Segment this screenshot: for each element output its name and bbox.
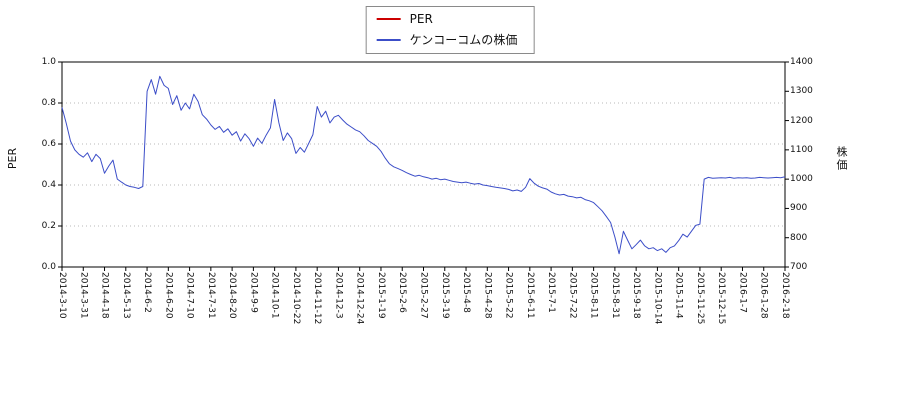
- legend-label-per: PER: [409, 12, 433, 26]
- right-axis-tick-label: 1100: [790, 144, 813, 155]
- legend: PER ケンコーコムの株価: [365, 6, 535, 54]
- legend-item-per: PER: [376, 12, 518, 26]
- left-axis-tick-label: 0.2: [41, 221, 56, 231]
- x-axis-tick-label: 2014-5-13: [120, 272, 131, 319]
- x-axis-tick-label: 2014-3-31: [78, 272, 89, 319]
- x-axis-tick-label: 2014-11-12: [312, 272, 323, 325]
- x-axis-tick-label: 2014-4-18: [99, 272, 110, 319]
- x-axis-tick-label: 2014-10-22: [290, 272, 301, 325]
- per-line-swatch-icon: [376, 18, 401, 20]
- x-axis-tick-label: 2014-10-1: [269, 272, 280, 319]
- x-axis-tick-label: 2015-2-27: [418, 272, 429, 319]
- x-axis-tick-label: 2014-12-24: [354, 272, 365, 325]
- right-axis-tick-label: 1300: [790, 86, 813, 97]
- x-axis-tick-label: 2014-8-20: [227, 272, 238, 319]
- x-axis-tick-label: 2014-12-3: [333, 272, 344, 319]
- left-axis-tick-label: 1.0: [41, 57, 56, 67]
- right-axis-tick-label: 700: [790, 262, 808, 272]
- legend-item-stock: ケンコーコムの株価: [376, 31, 518, 48]
- x-axis-tick-label: 2015-8-31: [609, 272, 620, 319]
- x-axis-tick-label: 2015-8-11: [588, 272, 599, 319]
- plot-border: [61, 61, 786, 268]
- right-axis-tick-label: 1400: [790, 57, 813, 67]
- x-axis-tick-label: 2015-5-22: [503, 272, 514, 319]
- x-axis-tick-label: 2015-4-8: [461, 272, 472, 313]
- x-axis-tick-label: 2015-4-28: [482, 272, 493, 319]
- right-axis-title: 株価: [835, 146, 848, 172]
- right-axis-tick-label: 900: [790, 203, 808, 214]
- x-axis-tick-label: 2015-7-1: [546, 272, 557, 313]
- x-axis-tick-label: 2016-1-7: [737, 272, 748, 313]
- x-axis-tick-label: 2015-1-19: [375, 272, 386, 319]
- x-axis-tick-label: 2015-10-14: [652, 272, 663, 325]
- left-axis-tick-label: 0.6: [41, 139, 56, 149]
- left-axis-tick-label: 0.8: [41, 98, 56, 108]
- left-axis-tick-label: 0.0: [41, 262, 56, 272]
- x-axis-tick-label: 2015-11-25: [694, 272, 705, 325]
- x-axis-tick-label: 2016-1-28: [758, 272, 769, 319]
- x-axis-tick-label: 2015-12-15: [716, 272, 727, 325]
- right-axis-tick-label: 1200: [790, 115, 813, 126]
- x-axis-tick-label: 2014-7-10: [184, 272, 195, 319]
- x-axis-tick-label: 2014-7-31: [205, 272, 216, 319]
- x-axis-tick-label: 2015-11-4: [673, 272, 684, 319]
- x-axis-tick-label: 2015-7-22: [567, 272, 578, 319]
- x-axis-tick-label: 2014-3-10: [57, 272, 67, 319]
- x-axis-tick-label: 2015-2-6: [397, 272, 408, 313]
- x-axis-tick-label: 2014-6-2: [142, 272, 153, 313]
- right-axis-tick-label: 1000: [790, 174, 813, 185]
- x-axis-tick-label: 2014-6-20: [163, 272, 174, 319]
- legend-label-stock: ケンコーコムの株価: [409, 33, 518, 47]
- stock-line-swatch-icon: [376, 38, 401, 41]
- left-axis-title: PER: [6, 147, 20, 170]
- right-axis-tick-label: 800: [790, 232, 808, 243]
- left-axis-tick-label: 0.4: [41, 180, 56, 190]
- x-axis-tick-label: 2015-9-18: [631, 272, 642, 319]
- x-axis-tick-label: 2015-3-19: [439, 272, 450, 319]
- x-axis-tick-label: 2014-9-9: [248, 272, 259, 313]
- x-axis-tick-label: 2016-2-18: [780, 272, 790, 319]
- x-axis-tick-label: 2015-6-11: [524, 272, 535, 319]
- series-line-ケンコーコムの株価: [61, 75, 786, 255]
